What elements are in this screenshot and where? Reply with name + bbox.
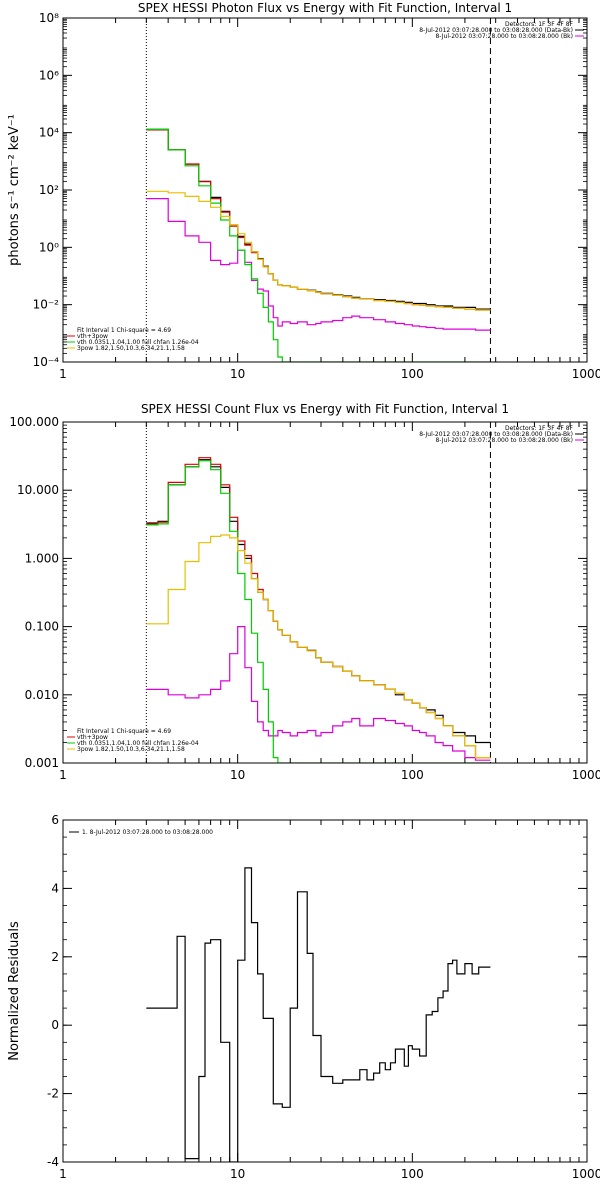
legend-entry: 3pow 1.82,1.50,10.3,6.34,21.1,1.58 bbox=[77, 746, 185, 753]
y-tick-label: 1.000 bbox=[25, 551, 59, 565]
series-data bbox=[146, 128, 491, 310]
y-tick-label: 10² bbox=[39, 183, 59, 197]
y-tick-label: 100.000 bbox=[9, 415, 59, 429]
y-tick-label: 10⁸ bbox=[39, 11, 59, 25]
chart-panel-3: Normalized Residuals 1 10 100 1000 -4 -2 0 2 4 6 1.… bbox=[7, 813, 600, 1181]
chart-title: SPEX HESSI Photon Flux vs Energy with Fi… bbox=[138, 1, 512, 15]
x-tick-label: 100 bbox=[401, 1167, 424, 1181]
x-tick-label: 100 bbox=[401, 768, 424, 782]
series-bk bbox=[146, 626, 491, 761]
y-tick-label: -4 bbox=[47, 1155, 59, 1169]
y-tick-label: 10⁻⁴ bbox=[33, 355, 60, 369]
y-tick-label: 0.001 bbox=[25, 756, 59, 770]
series-vth+3pow bbox=[146, 129, 491, 311]
plot-frame bbox=[62, 819, 588, 1163]
y-tick-label: 0.100 bbox=[25, 620, 59, 634]
x-tick-label: 1000 bbox=[572, 768, 600, 782]
y-tick-label: 10⁰ bbox=[39, 240, 59, 254]
x-tick-label: 1 bbox=[59, 1167, 67, 1181]
series-3pow bbox=[146, 190, 491, 311]
y-tick-label: -2 bbox=[47, 1087, 59, 1101]
x-tick-label: 1000 bbox=[572, 367, 600, 381]
y-tick-label: 6 bbox=[51, 813, 59, 827]
x-tick-label: 10 bbox=[230, 1167, 245, 1181]
x-tick-label: 10 bbox=[230, 768, 245, 782]
y-tick-label: 0.010 bbox=[25, 688, 59, 702]
x-tick-label: 1000 bbox=[572, 1167, 600, 1181]
header-line: 8-Jul-2012 03:07:28.000 to 03:08:28.000 … bbox=[419, 431, 573, 438]
y-axis-label: photons s⁻¹ cm⁻² keV⁻¹ bbox=[7, 114, 22, 266]
series-vth bbox=[146, 460, 491, 763]
legend-entry: vth+3pow bbox=[77, 734, 108, 741]
legend-entry: vth 0.0351,1.04,1.00 full chfan 1.26e-04 bbox=[77, 740, 199, 747]
y-axis-label: Normalized Residuals bbox=[7, 921, 22, 1061]
legend-entry: Fit Interval 1 Chi-square = 4.69 bbox=[77, 728, 171, 735]
legend-entry: Fit Interval 1 Chi-square = 4.69 bbox=[77, 327, 171, 334]
y-tick-label: 10⁻² bbox=[33, 298, 60, 312]
x-tick-label: 1 bbox=[59, 768, 67, 782]
header-line: 8-Jul-2012 03:07:28.000 to 03:08:28.000 … bbox=[435, 437, 573, 444]
legend-entry: 3pow 1.82,1.50,10.3,6.34,21.1,1.58 bbox=[77, 345, 185, 352]
y-tick-label: 0 bbox=[51, 1018, 59, 1032]
legend-entry: vth+3pow bbox=[77, 333, 108, 340]
header-line: Detectors: 1F 3F 4F 8F bbox=[505, 425, 574, 432]
plot-frame bbox=[62, 421, 588, 764]
x-tick-label: 1 bbox=[59, 367, 67, 381]
series-3pow bbox=[146, 534, 491, 759]
series-bk bbox=[146, 198, 491, 331]
y-tick-label: 10⁶ bbox=[39, 68, 59, 82]
y-tick-label: 10.000 bbox=[17, 483, 59, 497]
plot-frame bbox=[62, 17, 588, 363]
header-line: 8-Jul-2012 03:07:28.000 to 03:08:28.000 … bbox=[419, 27, 573, 34]
chart-panel-2: SPEX HESSI Count Flux vs Energy with Fit… bbox=[9, 402, 600, 782]
legend-entry: 1. 8-Jul-2012 03:07:28.000 to 03:08:28.0… bbox=[82, 829, 213, 836]
x-tick-label: 10 bbox=[230, 367, 245, 381]
chart-title: SPEX HESSI Count Flux vs Energy with Fit… bbox=[141, 402, 509, 416]
chart-panel-1: SPEX HESSI Photon Flux vs Energy with Fi… bbox=[7, 1, 600, 381]
series-data bbox=[146, 459, 491, 744]
series-residuals bbox=[146, 867, 491, 1162]
series-vth bbox=[146, 128, 491, 362]
header-line: 8-Jul-2012 03:07:28.000 to 03:08:28.000 … bbox=[435, 33, 573, 40]
legend-entry: vth 0.0351,1.04,1.00 full chfan 1.26e-04 bbox=[77, 339, 199, 346]
series-vth+3pow bbox=[146, 457, 491, 759]
y-tick-label: 4 bbox=[51, 881, 59, 895]
x-tick-label: 100 bbox=[401, 367, 424, 381]
y-tick-label: 2 bbox=[51, 950, 59, 964]
y-tick-label: 10⁴ bbox=[39, 126, 59, 140]
header-line: Detectors: 1F 3F 4F 8F bbox=[505, 21, 574, 28]
